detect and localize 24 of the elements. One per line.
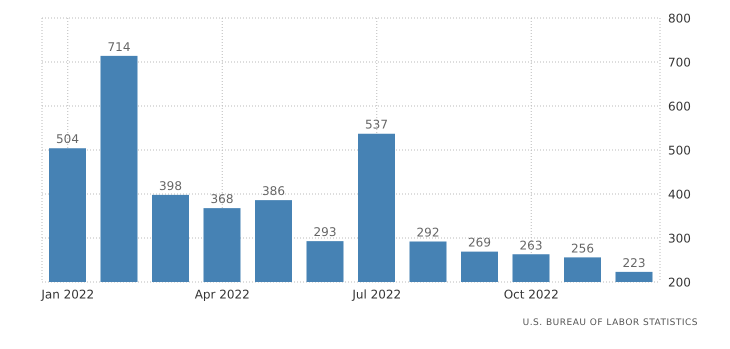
data-label: 386 [262, 184, 285, 198]
data-label: 504 [56, 132, 79, 146]
data-label: 537 [365, 118, 388, 132]
x-tick-label: Jul 2022 [351, 288, 402, 302]
y-tick-label: 200 [668, 275, 691, 290]
y-tick-label: 400 [668, 187, 691, 202]
text: U.S. BUREAU OF LABOR STATISTICS [522, 318, 698, 328]
y-tick-label: 800 [668, 11, 691, 26]
y-tick-label: 500 [668, 143, 691, 158]
x-tick-label: Oct 2022 [504, 288, 559, 302]
x-tick-label: Apr 2022 [194, 288, 250, 302]
data-label: 223 [622, 256, 646, 270]
data-label: 263 [520, 238, 542, 252]
data-label: 256 [571, 241, 594, 256]
data-label: 292 [416, 226, 440, 240]
data-label: 293 [314, 225, 336, 240]
data-label: 269 [468, 236, 491, 250]
data-label: 714 [108, 40, 130, 54]
y-tick-label: 300 [668, 231, 691, 246]
y-tick-label: 600 [668, 99, 691, 114]
data-label: 368 [210, 192, 234, 206]
y-tick-label: 700 [668, 55, 691, 70]
x-tick-label: Jan 2022 [40, 288, 94, 302]
data-label: 398 [159, 178, 182, 193]
